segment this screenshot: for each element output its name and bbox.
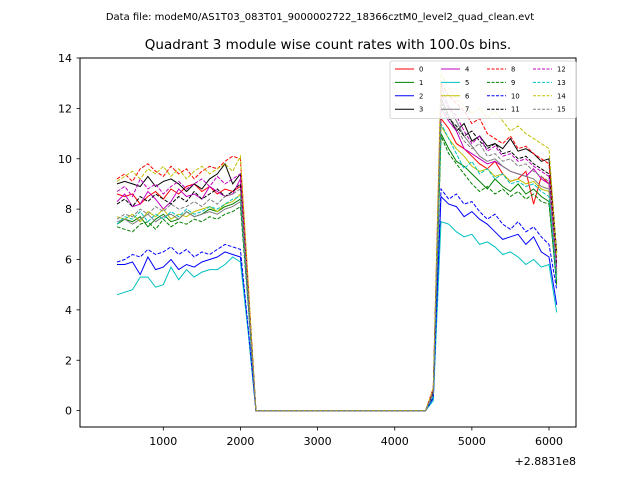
y-tick-label: 6 xyxy=(65,254,72,267)
series-layer xyxy=(116,72,558,412)
series-line-12 xyxy=(116,93,558,412)
legend-label-14: 14 xyxy=(557,92,566,100)
y-tick-label: 8 xyxy=(65,203,72,216)
legend-box xyxy=(389,60,577,119)
x-tick-label: 6000 xyxy=(535,435,563,448)
x-tick-label: 2000 xyxy=(226,435,254,448)
legend-label-2: 2 xyxy=(419,92,423,100)
y-tick-label: 2 xyxy=(65,354,72,367)
y-tick-label: 10 xyxy=(58,153,72,166)
y-tick-label: 12 xyxy=(58,102,72,115)
legend-label-6: 6 xyxy=(465,92,469,100)
x-offset-label: +2.8831e8 xyxy=(515,455,576,468)
legend-label-4: 4 xyxy=(465,66,469,74)
y-tick-label: 14 xyxy=(58,52,72,65)
x-tick-label: 1000 xyxy=(149,435,177,448)
x-tick-label: 4000 xyxy=(381,435,409,448)
x-tick-label: 3000 xyxy=(304,435,332,448)
x-tick-label: 5000 xyxy=(458,435,486,448)
chart-title: Quadrant 3 module wise count rates with … xyxy=(145,37,511,53)
series-line-10 xyxy=(116,187,558,412)
legend-label-11: 11 xyxy=(511,106,520,114)
legend-label-3: 3 xyxy=(419,106,423,114)
series-line-14 xyxy=(116,72,558,412)
legend-label-10: 10 xyxy=(511,92,520,100)
legend-label-0: 0 xyxy=(419,66,423,74)
legend-label-15: 15 xyxy=(557,106,566,114)
legend-label-7: 7 xyxy=(465,106,469,114)
legend-label-13: 13 xyxy=(557,79,566,87)
legend-label-8: 8 xyxy=(511,66,515,74)
axes-frame xyxy=(79,57,577,428)
legend-label-9: 9 xyxy=(511,79,515,87)
suptitle: Data file: modeM0/AS1T03_083T01_90000027… xyxy=(106,12,534,23)
y-tick-label: 4 xyxy=(65,304,72,317)
y-tick-label: 0 xyxy=(65,405,72,418)
series-line-15 xyxy=(116,100,558,412)
legend-label-5: 5 xyxy=(465,79,469,87)
legend-label-1: 1 xyxy=(419,79,423,87)
legend-label-12: 12 xyxy=(557,66,566,74)
